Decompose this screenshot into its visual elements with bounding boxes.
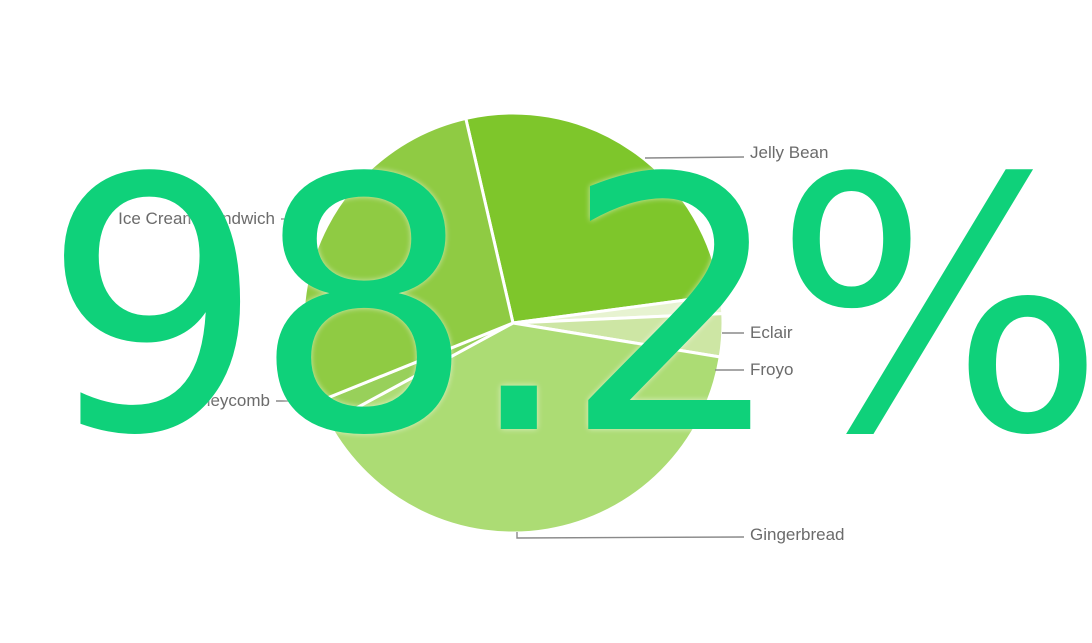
pie-slice-jelly-bean (463, 111, 723, 325)
pie-slice-ice-cream-sandwich (301, 116, 515, 404)
slice-label: Jelly Bean (750, 143, 828, 162)
slice-label: Gingerbread (750, 525, 845, 544)
leader-line (644, 156, 745, 159)
slice-label: Froyo (750, 360, 793, 379)
leader-line (516, 532, 745, 539)
slice-label: Ice Cream Sandwich (118, 209, 275, 228)
slice-label: Honeycomb (179, 391, 270, 410)
slice-label: Eclair (750, 323, 793, 342)
pie-slice-gingerbread (326, 321, 722, 535)
